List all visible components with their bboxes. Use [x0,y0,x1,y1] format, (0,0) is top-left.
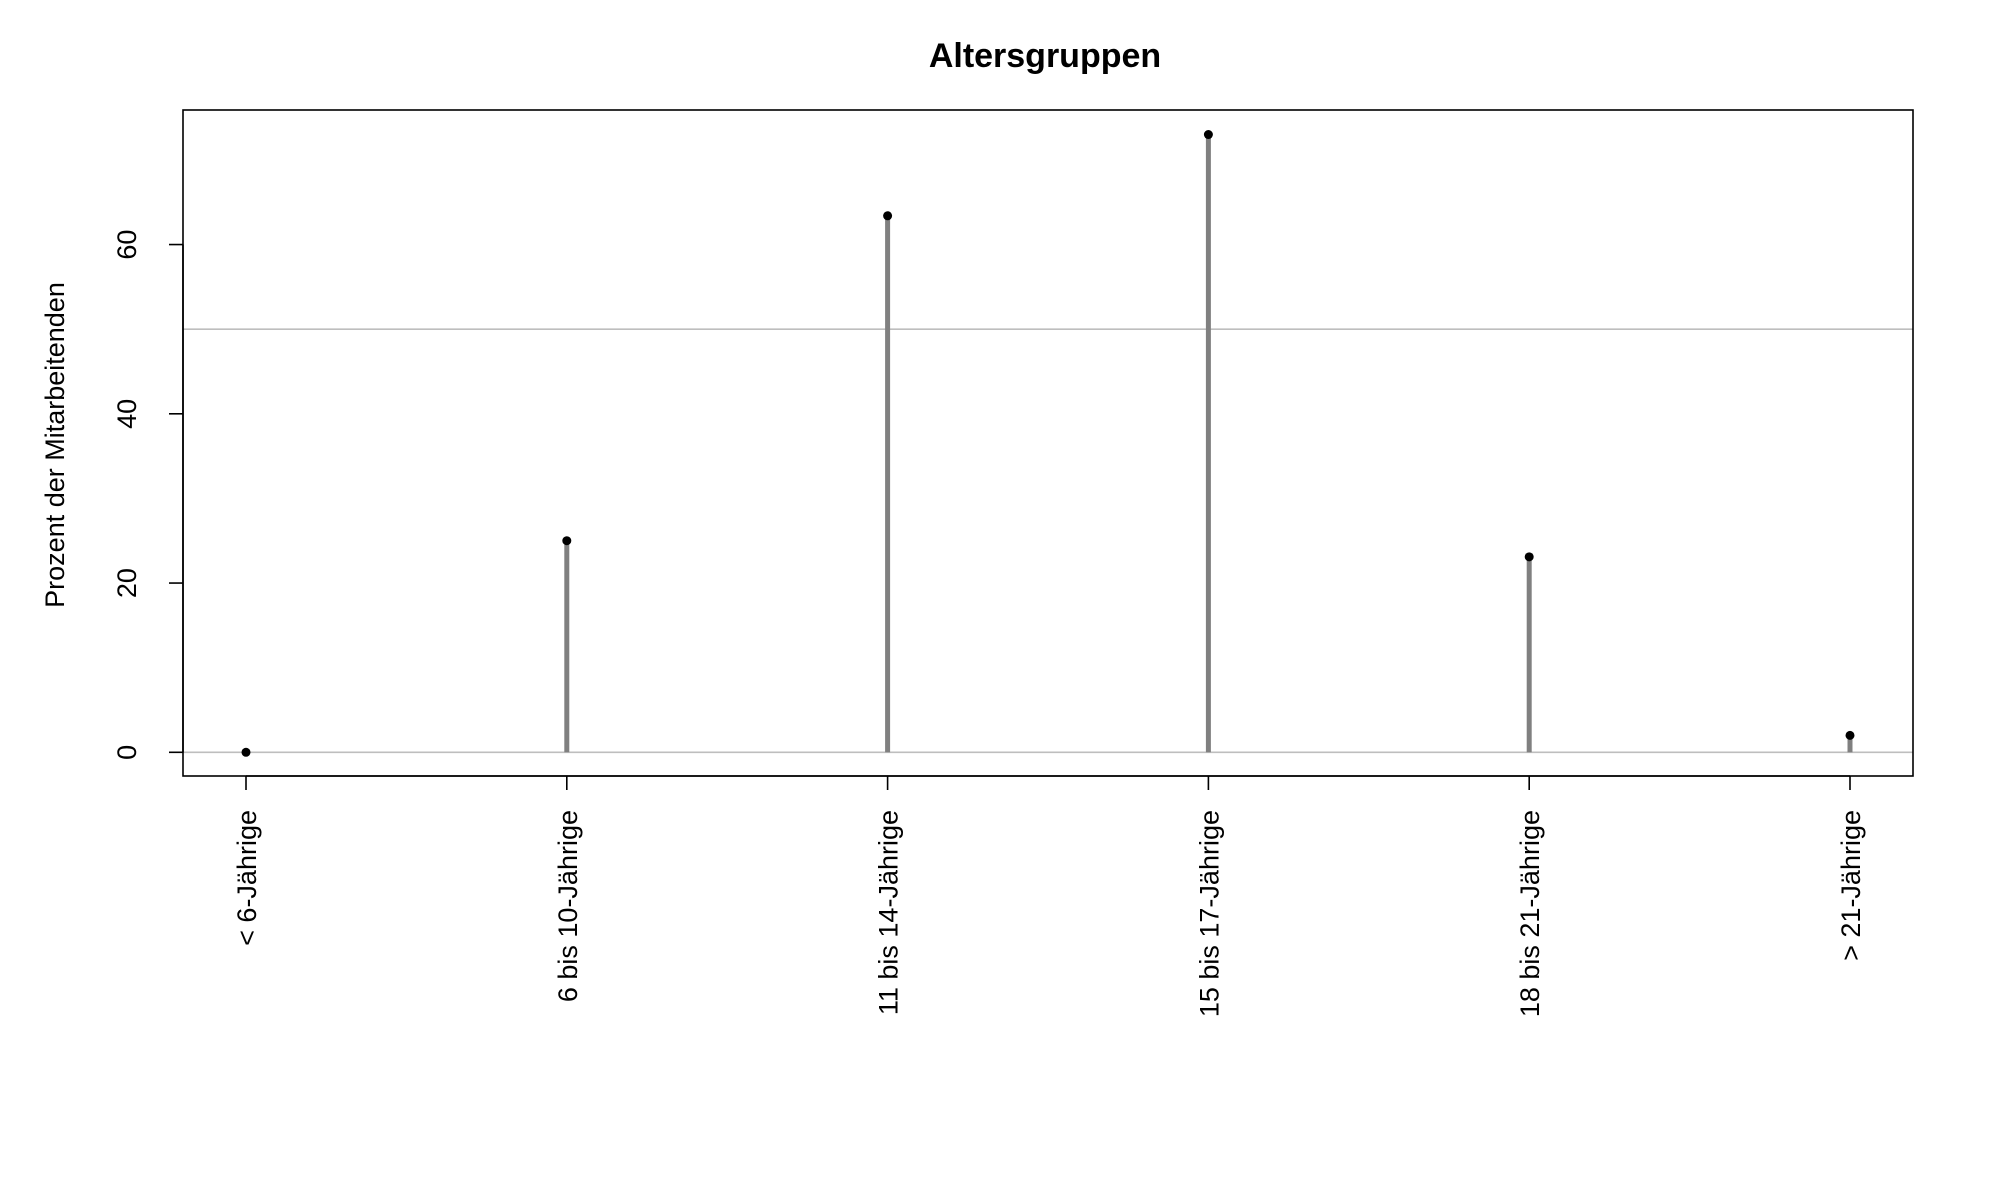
category-label-5: > 21-Jährige [1836,810,1866,961]
chart-title: Altersgruppen [929,37,1161,75]
stems [564,134,1853,753]
y-tick-label-2: 40 [112,399,142,429]
y-tick-label-0: 0 [112,745,142,760]
category-label-0: < 6-Jährige [232,810,262,946]
data-point-5 [1845,730,1855,740]
category-label-3: 15 bis 17-Jährige [1194,810,1224,1017]
category-label-4: 18 bis 21-Jährige [1515,810,1545,1017]
data-points [241,130,1855,757]
data-point-4 [1524,552,1534,562]
y-tick-label-3: 60 [112,230,142,260]
x-axis: < 6-Jährige 6 bis 10-Jährige 11 bis 14-Jäh… [232,775,1866,1017]
data-point-2 [883,211,893,221]
category-label-2: 11 bis 14-Jährige [874,810,904,1015]
y-axis: 0 20 40 60 [112,230,184,760]
y-axis-label: Prozent der Mitarbeitenden [40,282,70,608]
data-point-3 [1203,130,1213,140]
data-point-0 [241,747,251,757]
data-point-1 [562,536,572,546]
category-label-1: 6 bis 10-Jährige [553,810,583,1002]
plot-frame [182,109,1914,777]
y-tick-label-1: 20 [112,568,142,598]
reference-lines [183,328,1913,754]
